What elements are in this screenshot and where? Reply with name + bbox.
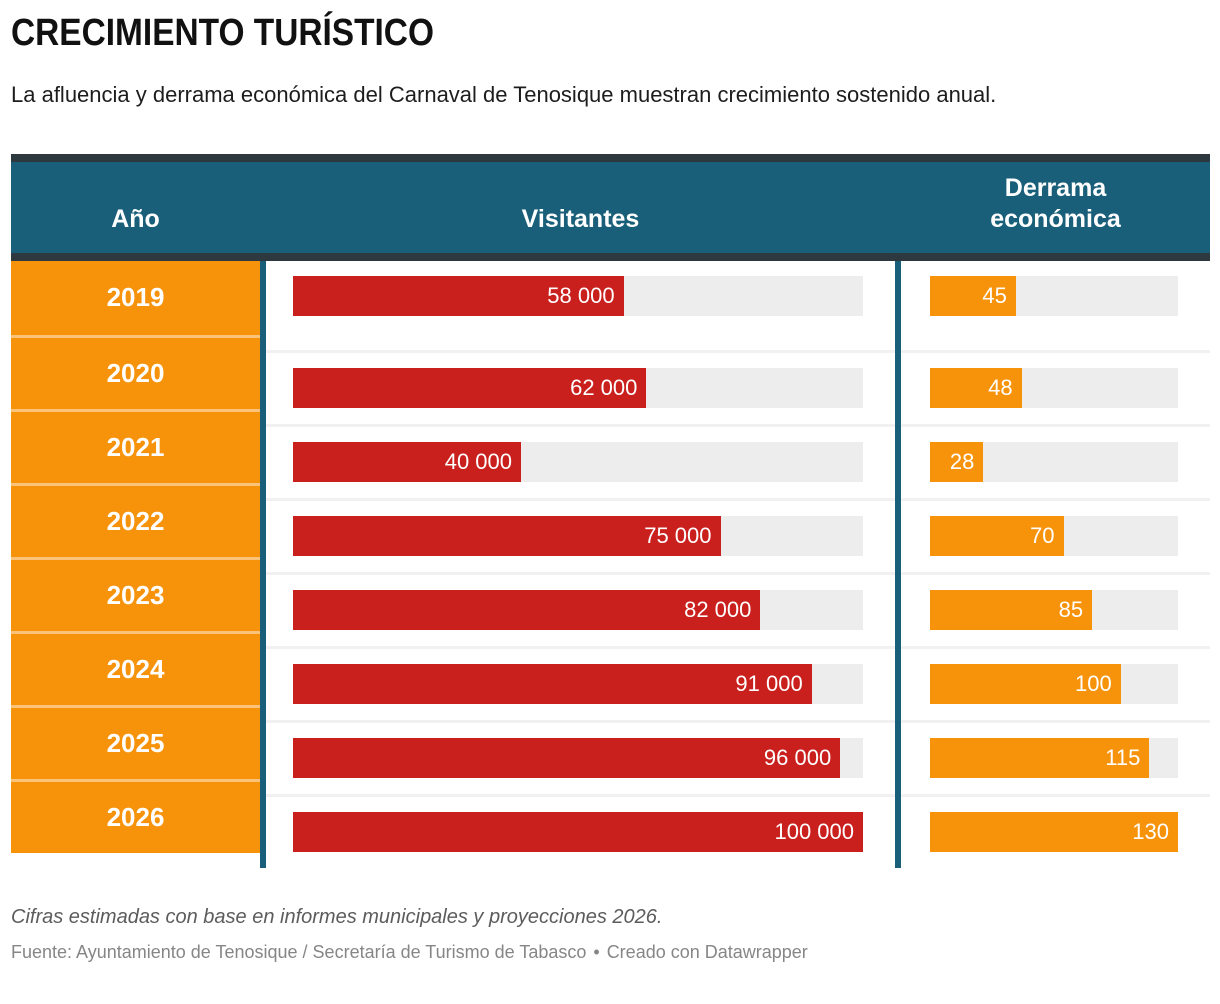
derrama-value: 85 [1058, 596, 1084, 622]
visitors-cell: 62 000 [266, 349, 895, 424]
visitors-cell: 91 000 [266, 645, 895, 720]
visitors-bar: 75 000 [293, 515, 721, 556]
chart-page: CRECIMIENTO TURÍSTICO La afluencia y der… [11, 12, 1210, 963]
visitors-cell: 82 000 [266, 571, 895, 646]
derrama-column: 45 48 28 [901, 261, 1210, 868]
derrama-bar: 100 [930, 663, 1121, 704]
year-cell: 2022 [11, 482, 260, 557]
datawrapper-attribution[interactable]: Creado con Datawrapper [606, 941, 808, 962]
visitors-value: 82 000 [684, 596, 752, 622]
visitors-cell: 58 000 [266, 275, 895, 350]
derrama-bar-track: 28 [930, 441, 1178, 482]
column-divider [895, 260, 901, 868]
year-cell: 2021 [11, 408, 260, 483]
visitors-cell: 100 000 [266, 793, 895, 868]
derrama-bar-track: 70 [930, 515, 1178, 556]
visitors-bar-track: 40 000 [293, 441, 863, 482]
derrama-bar: 70 [930, 515, 1064, 556]
derrama-value: 45 [982, 282, 1007, 308]
visitors-cell: 75 000 [266, 497, 895, 572]
derrama-bar-track: 130 [930, 811, 1178, 852]
derrama-bar-track: 100 [930, 663, 1178, 704]
visitors-value: 100 000 [774, 818, 854, 844]
derrama-value: 70 [1030, 522, 1055, 548]
tourism-table: Año Visitantes Derrama económica 2019 20… [11, 153, 1210, 868]
source-line: Fuente: Ayuntamiento de Tenosique / Secr… [11, 942, 1210, 963]
derrama-value: 28 [949, 448, 975, 474]
derrama-bar: 45 [930, 275, 1016, 316]
derrama-value: 48 [988, 374, 1013, 400]
derrama-cell: 130 [901, 793, 1210, 868]
table-body: 2019 2020 2021 2022 2023 2024 2025 2026 … [11, 260, 1210, 868]
column-header-year: Año [111, 205, 160, 234]
derrama-value: 100 [1075, 670, 1112, 696]
derrama-bar: 130 [930, 811, 1178, 852]
column-header-visitors: Visitantes [521, 205, 640, 234]
derrama-bar-track: 85 [930, 589, 1178, 630]
visitors-bar-track: 82 000 [293, 589, 863, 630]
derrama-value: 115 [1105, 744, 1141, 770]
derrama-cell: 115 [901, 719, 1210, 794]
year-cell: 2026 [11, 778, 260, 853]
visitors-bar: 96 000 [293, 737, 841, 778]
derrama-cell: 28 [901, 423, 1210, 498]
visitors-value: 96 000 [763, 744, 832, 770]
page-subtitle: La afluencia y derrama económica del Car… [11, 82, 997, 107]
visitors-bar-track: 91 000 [293, 663, 863, 704]
derrama-bar: 85 [930, 589, 1093, 630]
visitors-value: 91 000 [735, 670, 803, 696]
derrama-bar-track: 45 [930, 275, 1178, 316]
year-cell: 2020 [11, 334, 260, 409]
footer-separator: • [593, 941, 600, 962]
derrama-cell: 100 [901, 645, 1210, 720]
visitors-bar-track: 75 000 [293, 515, 863, 556]
visitors-bar: 58 000 [293, 275, 624, 316]
visitors-bar: 82 000 [293, 589, 761, 630]
derrama-bar-track: 115 [930, 737, 1178, 778]
year-cell: 2019 [11, 260, 260, 335]
year-column: 2019 2020 2021 2022 2023 2024 2025 2026 [11, 260, 260, 868]
visitors-bar: 40 000 [293, 441, 521, 482]
derrama-cell: 48 [901, 349, 1210, 424]
derrama-cell: 85 [901, 571, 1210, 646]
visitors-bar: 62 000 [293, 367, 647, 408]
derrama-value: 130 [1132, 818, 1169, 844]
visitors-value: 58 000 [547, 282, 615, 308]
derrama-cell: 70 [901, 497, 1210, 572]
column-divider [260, 260, 266, 868]
year-cell: 2024 [11, 630, 260, 705]
visitors-bar-track: 96 000 [293, 737, 863, 778]
table-header: Año Visitantes Derrama económica [11, 161, 1210, 261]
visitors-bar: 91 000 [293, 663, 812, 704]
visitors-bar-track: 58 000 [293, 275, 863, 316]
visitors-value: 40 000 [444, 448, 512, 474]
visitors-value: 62 000 [570, 374, 638, 400]
derrama-bar: 115 [930, 737, 1150, 778]
chart-note: Cifras estimadas con base en informes mu… [11, 905, 663, 928]
year-cell: 2025 [11, 704, 260, 779]
visitors-bar-track: 100 000 [293, 811, 863, 852]
source-text[interactable]: Fuente: Ayuntamiento de Tenosique / Secr… [11, 941, 587, 962]
visitors-bar: 100 000 [293, 811, 863, 852]
year-cell: 2023 [11, 556, 260, 631]
visitors-column: 58 000 62 000 40 000 [266, 261, 895, 868]
visitors-value: 75 000 [644, 522, 712, 548]
column-header-derrama: Derrama económica [990, 174, 1121, 234]
page-title: CRECIMIENTO TURÍSTICO [11, 12, 434, 54]
visitors-bar-track: 62 000 [293, 367, 863, 408]
visitors-cell: 40 000 [266, 423, 895, 498]
derrama-bar: 48 [930, 367, 1022, 408]
derrama-cell: 45 [901, 275, 1210, 350]
derrama-bar-track: 48 [930, 367, 1178, 408]
derrama-bar: 28 [930, 441, 984, 482]
visitors-cell: 96 000 [266, 719, 895, 794]
